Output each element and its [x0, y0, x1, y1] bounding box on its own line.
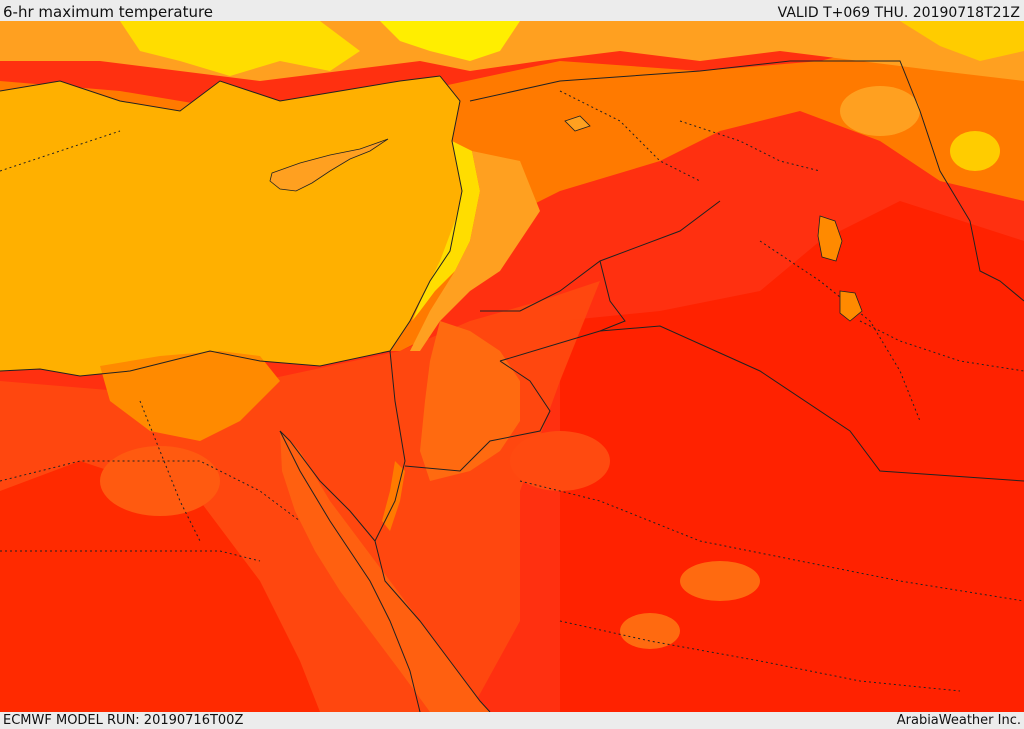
blob-orange-1 — [680, 561, 760, 601]
gulf-of-aqaba — [382, 461, 405, 531]
credit-text: ArabiaWeather Inc. — [896, 713, 1021, 728]
cyprus-island — [269, 138, 389, 192]
field-red-southwest — [0, 461, 320, 712]
borders-solid — [0, 60, 1024, 712]
lake-tharthar — [817, 215, 843, 262]
field-orange-nile — [100, 351, 280, 441]
temperature-map — [0, 21, 1024, 712]
field-yellow-turkey — [120, 21, 360, 76]
mediterranean-sea — [0, 76, 462, 376]
lake-razazah — [839, 290, 863, 322]
lake-assad — [564, 115, 591, 132]
blob-orange-2 — [620, 613, 680, 649]
field-orange-jordan — [420, 321, 520, 481]
valid-time: VALID T+069 THU. 20190718T21Z — [777, 5, 1020, 21]
field-light-orange-levant — [410, 151, 540, 351]
bottom-bar: ECMWF MODEL RUN: 20190716T00Z ArabiaWeat… — [0, 712, 1024, 729]
blob-yellow-1 — [950, 131, 1000, 171]
model-run: ECMWF MODEL RUN: 20190716T00Z — [3, 713, 244, 728]
field-red-east — [560, 201, 1024, 712]
blob-orange-3 — [840, 86, 920, 136]
blob-orange-4 — [510, 431, 610, 491]
field-yellow-tr-ne — [900, 21, 1024, 61]
blob-orange-5 — [100, 446, 220, 516]
top-bar: 6-hr maximum temperature VALID T+069 THU… — [0, 0, 1024, 21]
field-yellow-levant-coast — [412, 141, 480, 321]
borders-dotted — [0, 90, 1024, 692]
field-yellow-turkey-east — [380, 21, 520, 61]
map-title: 6-hr maximum temperature — [3, 3, 214, 21]
red-sea — [280, 431, 490, 712]
